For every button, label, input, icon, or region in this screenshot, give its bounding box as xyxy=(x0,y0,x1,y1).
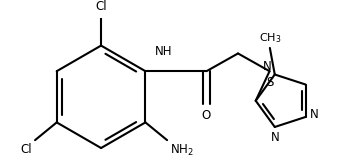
Text: N: N xyxy=(263,60,272,73)
Text: N: N xyxy=(270,131,279,144)
Text: S: S xyxy=(266,76,273,89)
Text: Cl: Cl xyxy=(95,0,107,13)
Text: CH$_3$: CH$_3$ xyxy=(258,31,281,45)
Text: NH$_2$: NH$_2$ xyxy=(170,143,194,158)
Text: Cl: Cl xyxy=(21,143,32,156)
Text: O: O xyxy=(202,109,211,122)
Text: NH: NH xyxy=(155,45,172,58)
Text: N: N xyxy=(310,109,318,122)
